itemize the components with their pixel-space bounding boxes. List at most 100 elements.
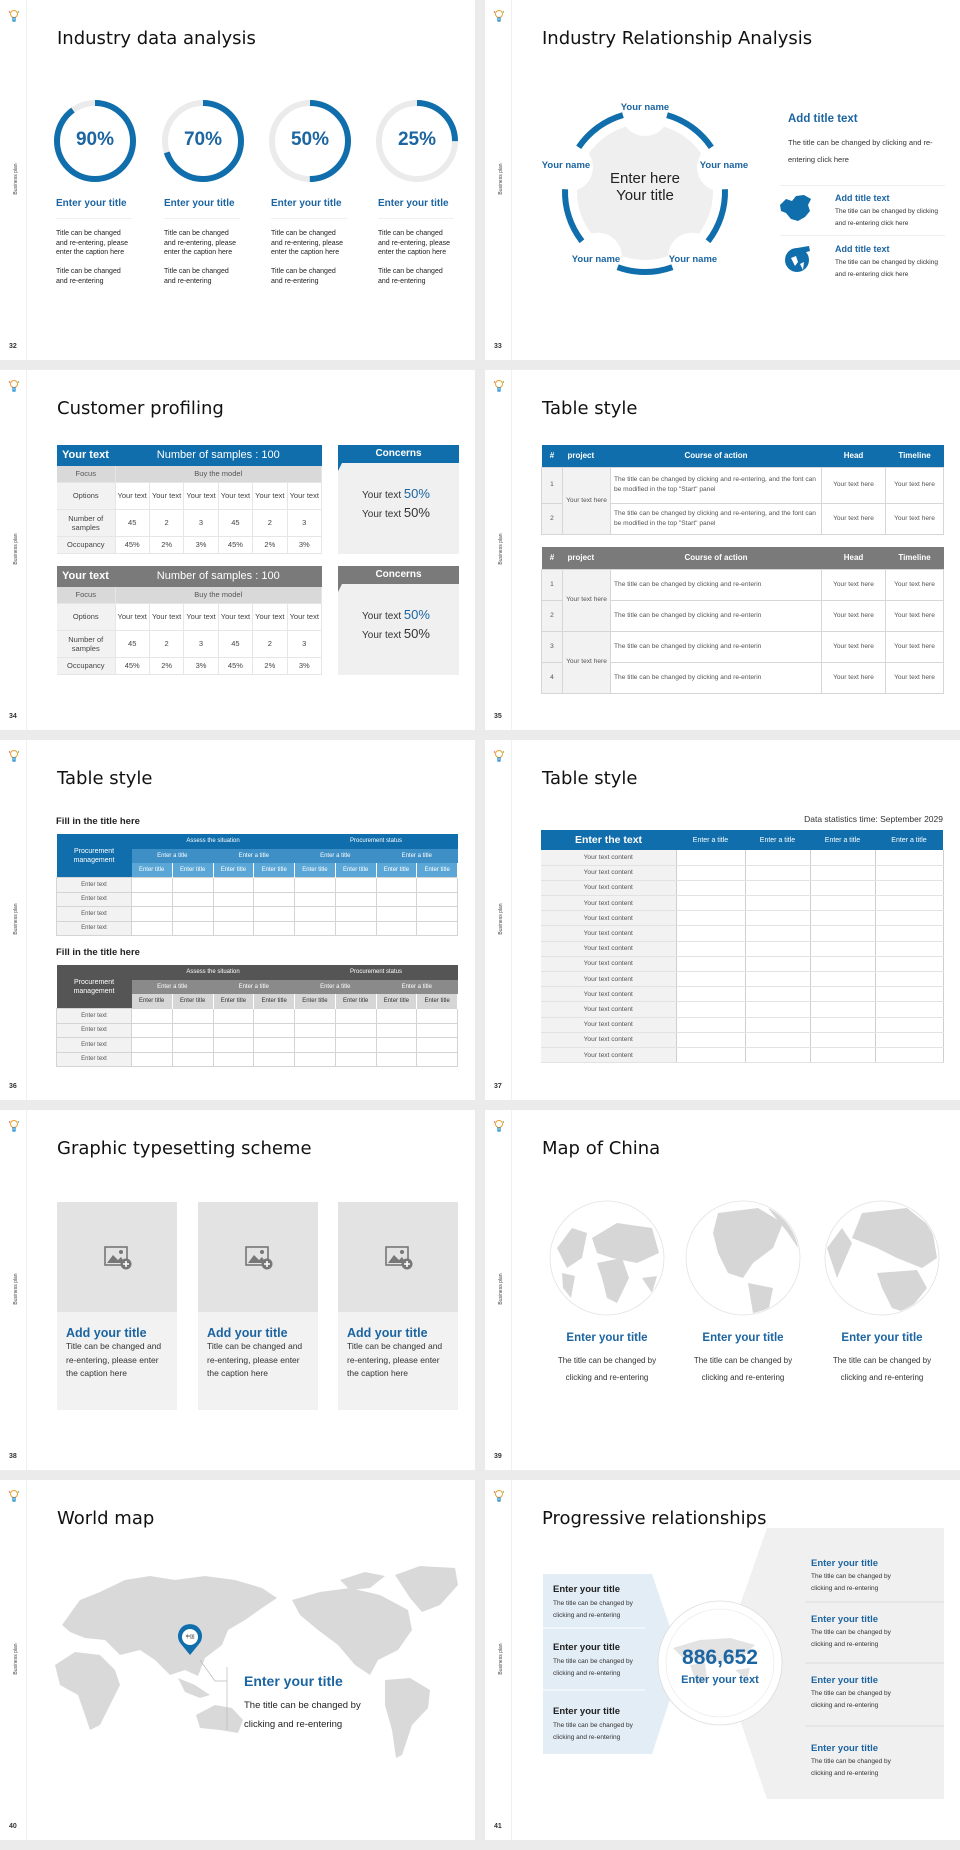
slide-34[interactable]: Customer profiling Your text Number of sa… [0, 370, 475, 730]
table-cell[interactable] [745, 895, 811, 912]
table-cell[interactable] [375, 1008, 418, 1024]
table-cell[interactable] [745, 1032, 811, 1048]
table-cell[interactable] [810, 865, 876, 881]
table-cell[interactable] [875, 1032, 944, 1048]
slide-36[interactable]: Table style Fill in the title here Procur… [0, 740, 475, 1100]
table-cell[interactable] [810, 986, 876, 1003]
table-cell[interactable] [810, 1017, 876, 1033]
slide-40[interactable]: World map 中国 Enter your title The title … [0, 1480, 475, 1840]
table-cell[interactable] [676, 865, 746, 881]
table-cell[interactable] [676, 971, 746, 988]
table-cell[interactable] [334, 877, 377, 893]
table-cell[interactable] [676, 910, 746, 927]
image-placeholder[interactable] [338, 1202, 458, 1312]
table-cell[interactable] [171, 1008, 214, 1024]
table-cell[interactable] [676, 986, 746, 1003]
table-cell[interactable] [745, 956, 811, 973]
table-cell[interactable] [810, 925, 876, 942]
table-cell[interactable] [875, 910, 944, 927]
table-cell[interactable] [334, 1022, 377, 1038]
table-cell[interactable] [676, 1017, 746, 1033]
table-cell[interactable] [171, 891, 214, 907]
table-cell[interactable] [676, 925, 746, 942]
table-cell[interactable] [875, 895, 944, 912]
table-cell[interactable] [875, 956, 944, 973]
table-cell[interactable] [810, 971, 876, 988]
table-cell[interactable] [416, 1008, 458, 1024]
table-cell[interactable] [375, 1037, 418, 1053]
table-cell[interactable] [676, 1047, 746, 1064]
table-cell[interactable] [875, 865, 944, 881]
table-cell[interactable] [212, 1008, 255, 1024]
table-cell[interactable] [375, 920, 418, 936]
table-cell[interactable] [810, 895, 876, 912]
table-cell[interactable] [745, 986, 811, 1003]
slide-37[interactable]: Table style Data statistics time: Septem… [485, 740, 960, 1100]
table-cell[interactable] [212, 920, 255, 936]
table-cell[interactable] [253, 1037, 295, 1053]
table-cell[interactable] [212, 891, 255, 907]
table-cell[interactable] [334, 920, 377, 936]
table-cell[interactable] [375, 891, 418, 907]
table-cell[interactable] [212, 906, 255, 922]
table-cell[interactable] [676, 850, 746, 866]
table-cell[interactable] [131, 1037, 173, 1053]
table-cell[interactable] [745, 941, 811, 957]
table-cell[interactable] [810, 941, 876, 957]
table-cell[interactable] [131, 1022, 173, 1038]
table-cell[interactable] [416, 891, 458, 907]
slide-38[interactable]: Graphic typesetting scheme Add your titl… [0, 1110, 475, 1470]
table-cell[interactable] [294, 1008, 336, 1024]
table-cell[interactable] [131, 906, 173, 922]
table-cell[interactable] [875, 1047, 944, 1064]
table-cell[interactable] [294, 1051, 336, 1067]
table-cell[interactable] [375, 1022, 418, 1038]
table-cell[interactable] [171, 1022, 214, 1038]
table-cell[interactable] [212, 1022, 255, 1038]
table-cell[interactable] [131, 891, 173, 907]
table-cell[interactable] [875, 850, 944, 866]
table-cell[interactable] [676, 880, 746, 897]
table-cell[interactable] [745, 850, 811, 866]
table-cell[interactable] [212, 877, 255, 893]
table-cell[interactable] [131, 920, 173, 936]
table-cell[interactable] [416, 1022, 458, 1038]
table-cell[interactable] [253, 906, 295, 922]
table-cell[interactable] [253, 1051, 295, 1067]
table-cell[interactable] [416, 877, 458, 893]
table-cell[interactable] [676, 895, 746, 912]
table-cell[interactable] [875, 1017, 944, 1033]
table-cell[interactable] [253, 1022, 295, 1038]
slide-41[interactable]: Progressive relationships 886,652 Enter … [485, 1480, 960, 1840]
table-cell[interactable] [676, 941, 746, 957]
table-cell[interactable] [875, 1001, 944, 1018]
table-cell[interactable] [212, 1051, 255, 1067]
slide-35[interactable]: Table style # project Course of action Head… [485, 370, 960, 730]
table-cell[interactable] [416, 906, 458, 922]
table-cell[interactable] [171, 920, 214, 936]
table-cell[interactable] [745, 865, 811, 881]
table-cell[interactable] [294, 877, 336, 893]
table-cell[interactable] [253, 920, 295, 936]
image-placeholder[interactable] [57, 1202, 177, 1312]
table-cell[interactable] [294, 1022, 336, 1038]
table-cell[interactable] [875, 941, 944, 957]
table-cell[interactable] [131, 877, 173, 893]
table-cell[interactable] [375, 906, 418, 922]
table-cell[interactable] [676, 1001, 746, 1018]
table-cell[interactable] [294, 891, 336, 907]
table-cell[interactable] [294, 1037, 336, 1053]
table-cell[interactable] [810, 910, 876, 927]
table-cell[interactable] [745, 971, 811, 988]
table-cell[interactable] [875, 880, 944, 897]
table-cell[interactable] [416, 1037, 458, 1053]
table-cell[interactable] [375, 1051, 418, 1067]
table-cell[interactable] [745, 1047, 811, 1064]
table-cell[interactable] [810, 956, 876, 973]
slide-39[interactable]: Map of China Enter your title The title c… [485, 1110, 960, 1470]
table-cell[interactable] [375, 877, 418, 893]
table-cell[interactable] [253, 877, 295, 893]
table-cell[interactable] [334, 1037, 377, 1053]
table-cell[interactable] [334, 906, 377, 922]
table-cell[interactable] [875, 971, 944, 988]
